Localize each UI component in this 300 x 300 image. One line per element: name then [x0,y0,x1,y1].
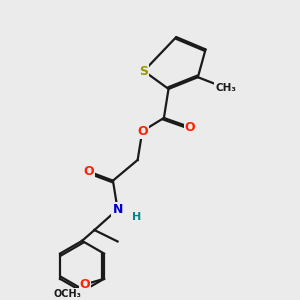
Text: S: S [139,64,148,77]
Text: O: O [83,165,94,178]
Text: O: O [185,121,196,134]
Text: H: H [132,212,142,222]
Text: N: N [112,203,123,216]
Text: O: O [137,125,148,138]
Text: CH₃: CH₃ [215,83,236,93]
Text: O: O [80,278,90,291]
Text: OCH₃: OCH₃ [54,289,82,299]
